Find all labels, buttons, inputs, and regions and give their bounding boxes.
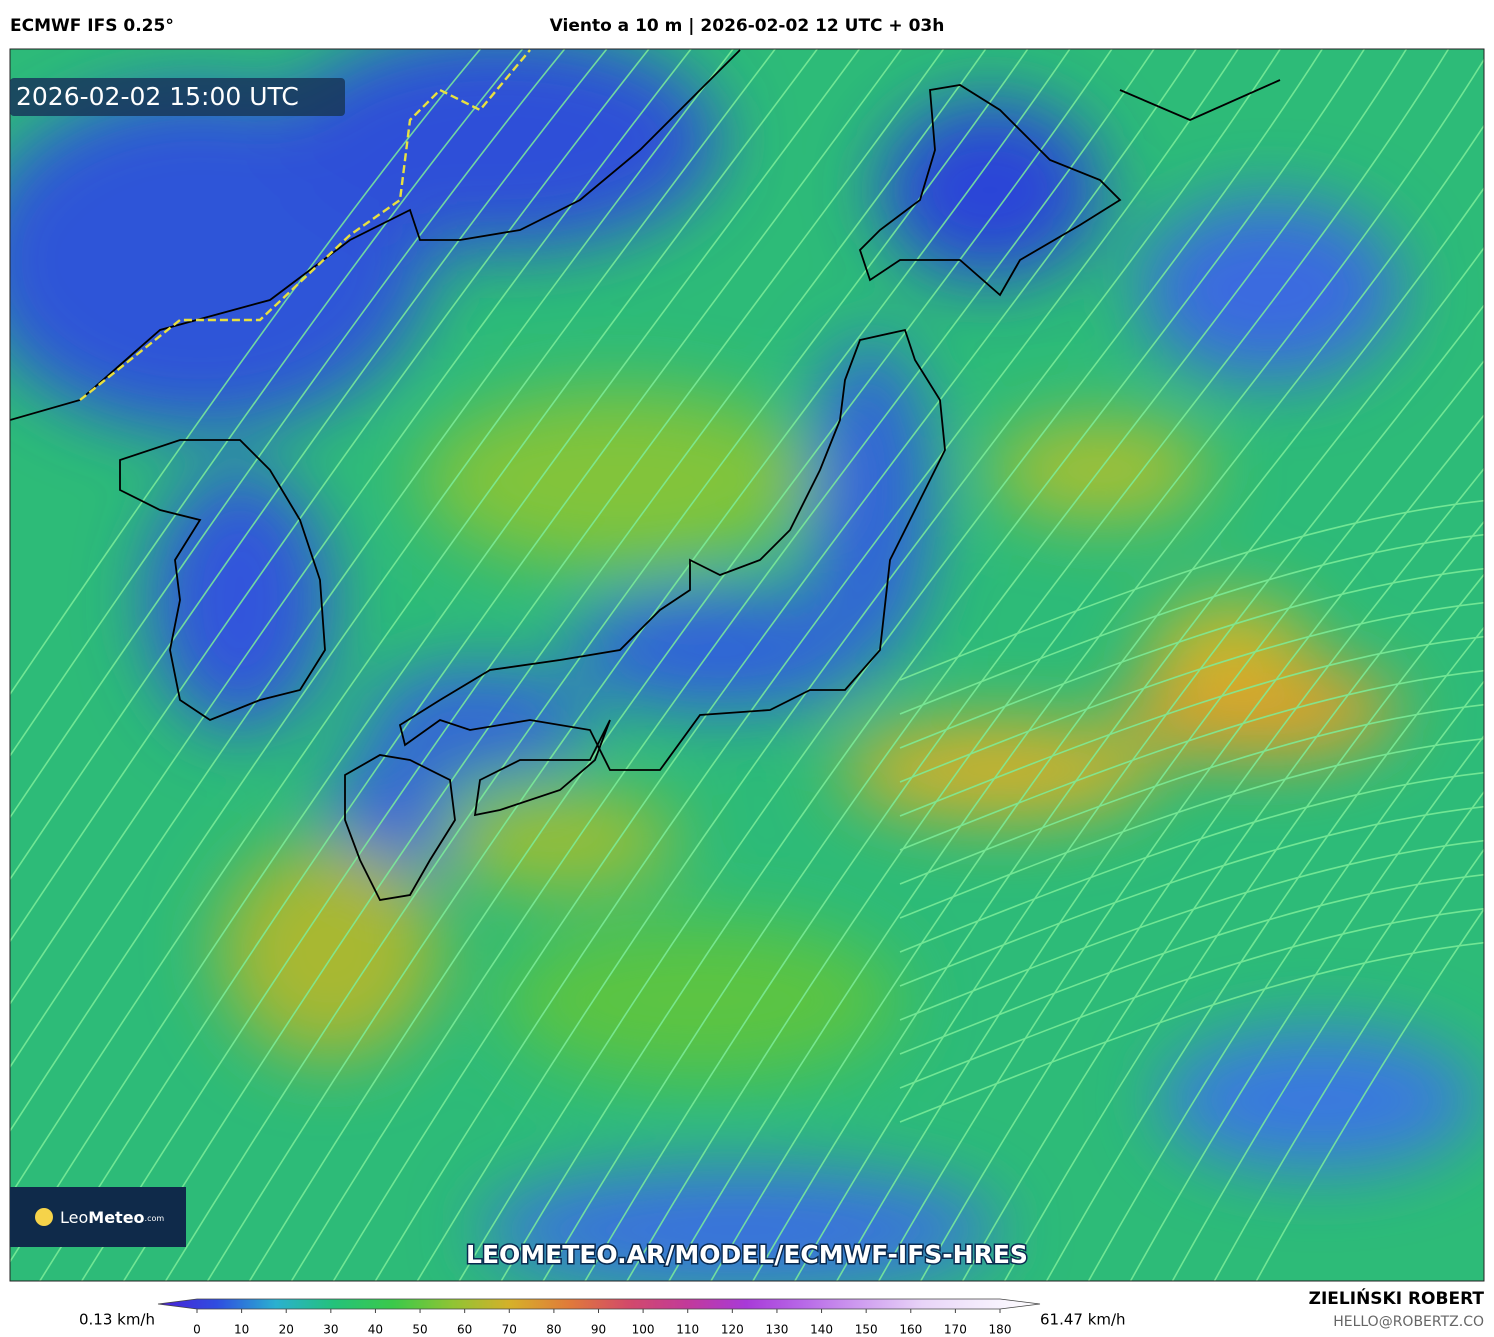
streamline xyxy=(10,49,735,1069)
streamline xyxy=(877,413,1484,1281)
streamline xyxy=(899,839,1484,1021)
streamline xyxy=(248,49,1113,1281)
streamline xyxy=(626,58,1484,1281)
logo-text: LeoMeteo.com xyxy=(60,1208,164,1227)
colorbar-tick-label: 110 xyxy=(676,1323,699,1337)
streamline xyxy=(1255,907,1484,1281)
email: HELLO@ROBERTZ.CO xyxy=(1333,1314,1484,1330)
colorbar-tick-label: 150 xyxy=(855,1323,878,1337)
streamline xyxy=(10,49,482,696)
colorbar-tick-label: 10 xyxy=(234,1323,249,1337)
streamline xyxy=(710,186,1484,1281)
streamline xyxy=(1045,626,1484,1281)
colorbar xyxy=(157,1298,1041,1310)
streamline xyxy=(794,303,1484,1281)
colorbar-tick-label: 0 xyxy=(193,1323,201,1337)
valid-time: 2026-02-02 15:00 UTC xyxy=(16,82,299,111)
streamline xyxy=(584,49,1450,1281)
time-box xyxy=(10,78,345,116)
colorbar-tick-label: 140 xyxy=(810,1323,833,1337)
colorbar-tick-label: 90 xyxy=(591,1323,606,1337)
streamline xyxy=(10,49,566,819)
streamlines xyxy=(10,49,1484,1281)
streamline xyxy=(899,499,1484,681)
colorbar-tick-label: 160 xyxy=(899,1323,922,1337)
colorbar-tick-label: 70 xyxy=(502,1323,517,1337)
streamline xyxy=(10,49,777,1133)
colorbar-max: 61.47 km/h xyxy=(1040,1311,1126,1329)
logo-bold: Meteo xyxy=(88,1208,144,1227)
colorbar-min: 0.13 km/h xyxy=(79,1311,155,1329)
streamline xyxy=(206,49,1071,1281)
author: ZIELIŃSKI ROBERT xyxy=(1309,1287,1485,1309)
logo-light: Leo xyxy=(60,1208,88,1227)
streamline xyxy=(752,246,1484,1281)
streamline xyxy=(122,49,987,1281)
map-area xyxy=(10,49,1484,1281)
streamline xyxy=(80,49,945,1281)
streamline xyxy=(458,49,1324,1281)
streamline xyxy=(899,873,1484,1055)
streamline xyxy=(500,49,1366,1281)
streamline xyxy=(416,49,1282,1281)
border-line xyxy=(79,49,531,401)
streamline xyxy=(10,49,861,1264)
streamline xyxy=(899,907,1484,1089)
streamline xyxy=(1171,790,1484,1281)
streamline xyxy=(164,49,1029,1281)
colorbar-tick-label: 130 xyxy=(765,1323,788,1337)
colorbar-tick-label: 80 xyxy=(546,1323,561,1337)
streamline xyxy=(10,49,692,1006)
model-name: ECMWF IFS 0.25° xyxy=(10,16,174,36)
colorbar-tick-label: 120 xyxy=(721,1323,744,1337)
streamline xyxy=(899,805,1484,987)
streamline xyxy=(10,49,524,758)
streamline xyxy=(899,941,1484,1123)
logo-sun xyxy=(35,1208,53,1226)
streamline xyxy=(899,567,1484,749)
colorbar-tick-label: 170 xyxy=(944,1323,967,1337)
streamline xyxy=(332,49,1197,1281)
wind-field xyxy=(10,49,1480,1281)
colorbar-tick-label: 50 xyxy=(412,1323,427,1337)
streamline xyxy=(1213,848,1484,1281)
source-url: LEOMETEO.AR/MODEL/ECMWF-IFS-HRES xyxy=(466,1240,1028,1269)
streamline xyxy=(10,49,650,943)
streamline xyxy=(961,520,1484,1281)
streamline xyxy=(835,359,1484,1281)
streamline xyxy=(899,669,1484,851)
colorbar-tick-label: 60 xyxy=(457,1323,472,1337)
streamline xyxy=(10,49,608,881)
streamline xyxy=(899,533,1484,715)
streamline xyxy=(668,124,1484,1281)
streamline xyxy=(10,49,819,1198)
streamline xyxy=(899,601,1484,783)
logo-suffix: .com xyxy=(145,1214,165,1223)
colorbar-tick-label: 180 xyxy=(989,1323,1012,1337)
colorbar-tick-label: 40 xyxy=(368,1323,383,1337)
colorbar-tick-label: 20 xyxy=(279,1323,294,1337)
streamline xyxy=(290,49,1155,1281)
map-title: Viento a 10 m | 2026-02-02 12 UTC + 03h xyxy=(550,16,945,36)
streamline xyxy=(542,49,1408,1281)
streamline xyxy=(919,467,1484,1281)
streamline xyxy=(899,771,1484,953)
streamline xyxy=(899,703,1484,885)
coastlines xyxy=(10,49,1281,901)
streamline xyxy=(899,737,1484,919)
streamline xyxy=(38,49,903,1281)
colorbar-tick-label: 30 xyxy=(323,1323,338,1337)
streamline xyxy=(899,635,1484,817)
streamline xyxy=(1087,680,1484,1281)
streamline xyxy=(374,49,1240,1281)
map-frame xyxy=(9,48,1485,1282)
streamline xyxy=(1129,734,1484,1281)
colorbar-tick-label: 100 xyxy=(632,1323,655,1337)
